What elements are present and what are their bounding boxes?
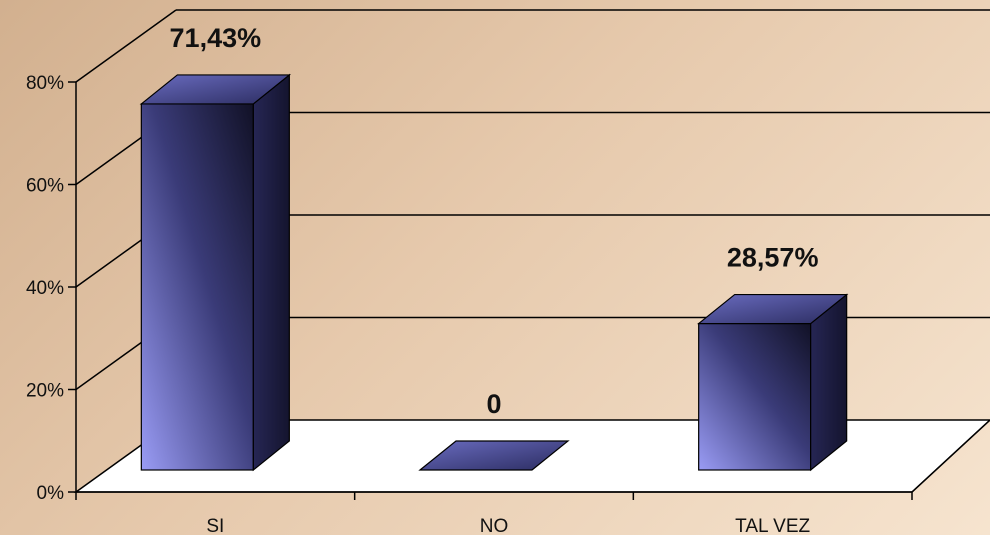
y-tick-label: 20% <box>26 381 64 402</box>
bar-side-face <box>810 293 848 472</box>
bar <box>696 293 849 472</box>
data-label: 0 <box>486 389 501 419</box>
bar-top-face <box>696 293 849 325</box>
bar-top-face <box>139 74 292 105</box>
data-labels: 71,43% 0 28,57% <box>170 23 819 419</box>
x-category-label: SI <box>206 516 224 535</box>
bar-top-face <box>418 440 570 471</box>
gridline-diagonal <box>75 9 177 83</box>
bar <box>418 440 570 471</box>
bar-front-face <box>698 322 812 471</box>
x-category-label: NO <box>480 516 509 535</box>
x-category-label: TAL VEZ <box>735 516 810 535</box>
data-label: 71,43% <box>170 23 262 53</box>
y-tick-label: 40% <box>26 278 64 299</box>
y-tick-label: 60% <box>26 176 64 197</box>
bar-side-face <box>252 73 290 472</box>
floor-edge <box>911 419 990 493</box>
y-tick-label: 0% <box>37 483 65 504</box>
bar-front-face <box>140 103 254 471</box>
bars <box>139 73 849 472</box>
data-label: 28,57% <box>727 243 819 273</box>
y-tick-label: 80% <box>26 73 64 94</box>
axes: 0% 20% 40% 60% 80% SI NO TAL VEZ <box>26 73 913 535</box>
bar <box>139 73 292 472</box>
